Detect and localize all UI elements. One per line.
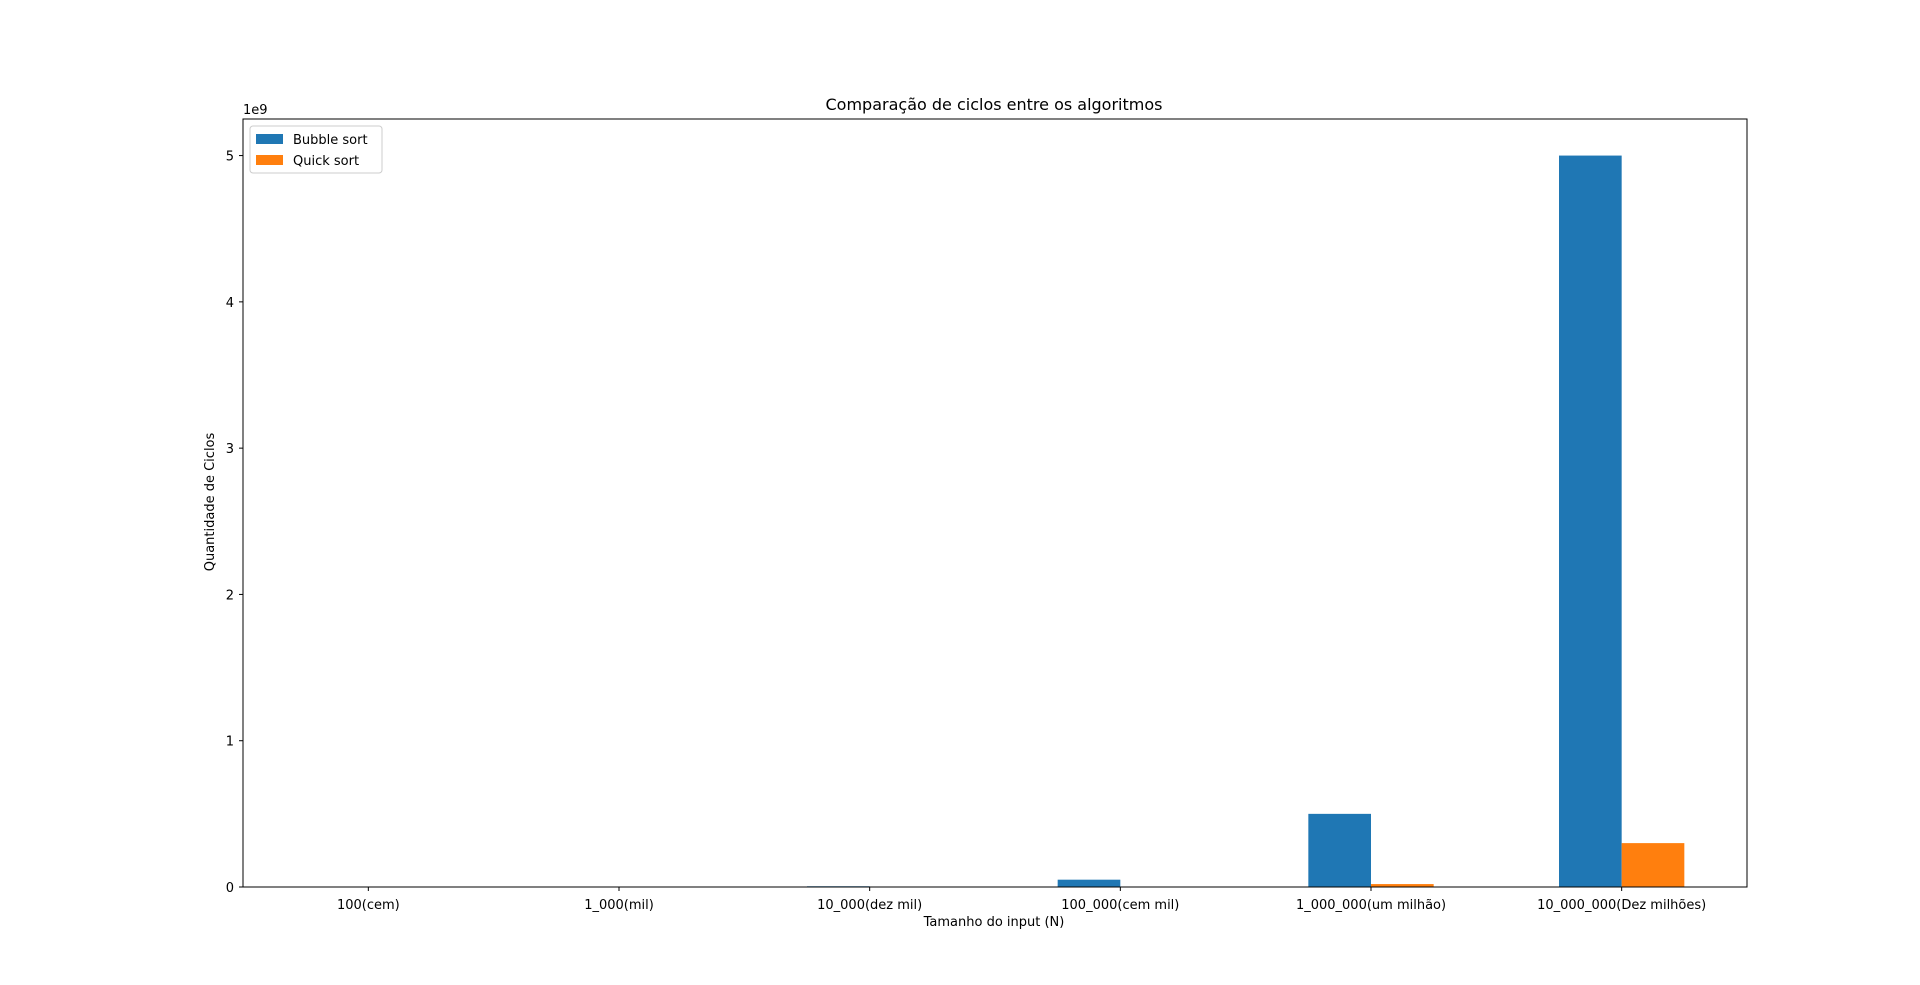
y-tick-label: 2 — [226, 588, 234, 603]
bar-bubble-3 — [1057, 879, 1121, 887]
y-tick-label: 0 — [226, 881, 234, 896]
bar-quick-5 — [1621, 843, 1685, 887]
bar-quick-4 — [1371, 884, 1434, 887]
x-tick-label: 10_000_000(Dez milhões) — [1537, 898, 1706, 913]
bar-bubble-4 — [1308, 813, 1371, 887]
x-tick-label: 1_000_000(um milhão) — [1296, 898, 1446, 913]
x-tick-label: 1_000(mil) — [584, 898, 654, 913]
y-axis-label: Quantidade de Ciclos — [203, 433, 218, 572]
y-tick-label: 1 — [226, 735, 234, 750]
legend-swatch — [256, 155, 283, 165]
chart-title: Comparação de ciclos entre os algoritmos — [826, 95, 1163, 114]
x-axis-label: Tamanho do input (N) — [923, 915, 1065, 930]
legend-swatch — [256, 134, 283, 144]
bars-group — [305, 155, 1685, 888]
bar-bubble-5 — [1559, 155, 1622, 888]
y-tick-label: 3 — [226, 442, 234, 457]
y-offset-label: 1e9 — [243, 103, 268, 118]
legend-label: Quick sort — [293, 154, 359, 169]
y-tick-label: 4 — [226, 296, 234, 311]
y-tick-label: 5 — [226, 150, 234, 165]
plot-frame — [242, 118, 1748, 888]
x-tick-label: 10_000(dez mil) — [817, 898, 922, 913]
x-tick-label: 100_000(cem mil) — [1061, 898, 1179, 913]
x-tick-label: 100(cem) — [337, 898, 400, 913]
legend: Bubble sort Quick sort — [249, 125, 383, 174]
legend-label: Bubble sort — [293, 133, 368, 148]
ticks-group: 0 1 2 3 4 5 100(cem) 1_000(mil) 10_000(dez mil) 1… — [226, 150, 1707, 913]
